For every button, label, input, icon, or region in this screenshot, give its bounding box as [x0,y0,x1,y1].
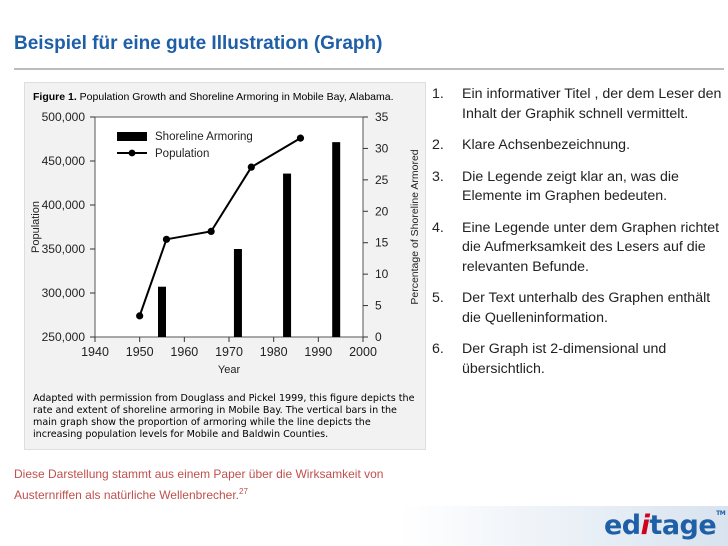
criteria-item: 2. Klare Achsenbezeichnung. [432,136,724,156]
y-tick-label: 300,000 [42,286,86,300]
editage-logo: editageTM [604,510,726,541]
x-tick-label: 1970 [215,345,243,359]
y2-tick-label: 30 [375,141,389,155]
source-reference: 27 [239,487,248,496]
y2-tick-label: 20 [375,204,389,218]
figure-panel: Figure 1. Population Growth and Shorelin… [24,82,426,450]
y-tick-label: 500,000 [42,110,86,124]
criteria-text: Der Graph ist 2-dimensional und übersich… [462,341,667,377]
y2-tick-label: 35 [375,110,389,124]
legend-bar-swatch [117,132,147,141]
figure-caption: Figure 1. Population Growth and Shorelin… [33,91,394,103]
y2-tick-label: 15 [375,236,389,250]
figure-caption-text: Population Growth and Shoreline Armoring… [76,91,394,103]
criteria-item: 3. Die Legende zeigt klar an, was die Ele… [432,168,724,207]
y2-tick-label: 10 [375,267,389,281]
criteria-item: 6. Der Graph ist 2-dimensional und übersi… [432,340,724,379]
legend-bar-label: Shoreline Armoring [155,131,253,143]
x-axis-label: Year [218,364,241,376]
criteria-number: 6. [432,341,444,357]
x-tick-label: 1990 [304,345,332,359]
y-tick-label: 400,000 [42,198,86,212]
legend-line-marker [128,149,136,157]
criteria-item: 4. Eine Legende unter dem Graphen richtet… [432,219,724,278]
figure-caption-label: Figure 1. [33,91,77,103]
criteria-text: Der Text unterhalb des Graphen enthält d… [462,290,711,326]
population-point [247,163,255,171]
y2-axis-label: Percentage of Shoreline Armored [409,149,421,304]
criteria-text: Eine Legende unter dem Graphen richtet d… [462,219,720,275]
population-point [162,235,171,243]
criteria-text: Ein informativer Titel , der dem Leser d… [462,86,722,122]
criteria-text: Die Legende zeigt klar an, was die Eleme… [462,168,679,205]
y-axis-label: Population [30,201,42,253]
criteria-number: 3. [432,168,444,185]
criteria-number: 5. [432,290,444,306]
legend-line-label: Population [155,148,209,160]
x-tick-label: 1940 [81,345,109,359]
armoring-bar [233,249,242,337]
y2-tick-label: 0 [375,330,382,344]
population-armoring-chart: 250,000 300,000 350,000 400,000 450,000 500,0… [30,110,421,376]
source-note: Diese Darstellung stammt aus einem Paper… [14,466,434,504]
y-tick-label: 450,000 [42,154,86,168]
criteria-number: 2. [432,137,444,153]
criteria-number: 4. [432,219,444,236]
y2-tick-label: 5 [375,299,382,313]
population-point [136,312,144,320]
x-tick-label: 1980 [260,345,288,359]
title-divider [14,68,724,70]
criteria-text: Klare Achsenbezeichnung. [462,137,631,153]
population-point [207,227,215,235]
population-point [296,134,305,142]
source-text: Diese Darstellung stammt aus einem Paper… [14,467,384,502]
x-tick-label: 1950 [126,345,154,359]
figure-note: Adapted with permission from Douglass an… [33,393,415,440]
footer-bar [0,506,728,546]
plot-area [94,116,364,338]
y-tick-label: 350,000 [42,242,86,256]
armoring-bar [158,286,166,337]
armoring-bar [332,142,341,337]
armoring-bar [283,173,292,337]
criteria-number: 1. [432,86,444,102]
criteria-list: 1. Ein informativer Titel , der dem Leser… [432,85,724,391]
criteria-item: 5. Der Text unterhalb des Graphen enthält… [432,289,724,328]
y-tick-label: 250,000 [42,330,86,344]
criteria-item: 1. Ein informativer Titel , der dem Leser… [432,85,724,124]
y2-tick-label: 25 [375,173,389,187]
x-tick-label: 1960 [170,345,198,359]
slide-title: Beispiel für eine gute Illustration (Gra… [14,33,383,54]
x-tick-label: 2000 [349,345,377,359]
